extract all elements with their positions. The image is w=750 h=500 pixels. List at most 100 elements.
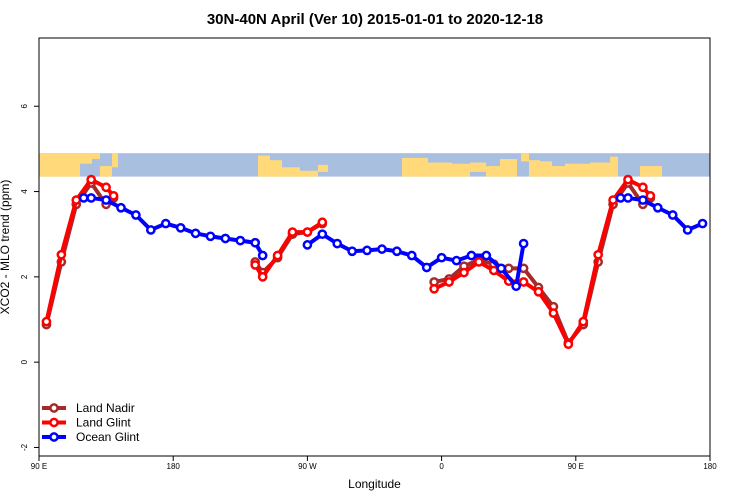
data-point (108, 190, 119, 201)
data-point (615, 193, 626, 203)
data-point (160, 218, 171, 229)
data-point (145, 225, 156, 235)
map-land (402, 157, 428, 177)
map-land (300, 170, 318, 177)
data-point (362, 245, 372, 256)
data-point (392, 246, 402, 257)
map-land (270, 160, 282, 177)
data-point (593, 249, 604, 260)
x-tick-label: 180 (703, 462, 717, 471)
data-point (436, 252, 447, 263)
map-land (100, 166, 112, 177)
legend-label: Land Nadir (76, 401, 135, 415)
series-land-nadir (41, 178, 656, 348)
y-tick-label: -2 (20, 443, 29, 451)
data-point (548, 308, 559, 318)
data-point (302, 227, 313, 237)
series-ocean-glint (78, 193, 708, 292)
data-point (257, 250, 268, 261)
map-land (258, 155, 270, 177)
x-tick-label: 90 E (31, 462, 47, 471)
data-point (332, 238, 343, 249)
legend-label: Ocean Glint (76, 430, 140, 444)
data-point (116, 202, 126, 213)
chart-title: 30N-40N April (Ver 10) 2015-01-01 to 202… (207, 11, 543, 28)
data-point (645, 190, 656, 201)
legend-marker (49, 432, 59, 442)
legend-marker (49, 403, 59, 413)
legend-label: Land Glint (76, 416, 131, 430)
data-point (682, 225, 693, 235)
data-point (481, 250, 492, 261)
plot-frame (38, 37, 711, 457)
data-point (41, 316, 52, 327)
map-land (640, 166, 662, 177)
map-land (540, 161, 552, 177)
series-line (433, 177, 652, 347)
x-tick-label: 90 E (568, 462, 584, 471)
data-point (563, 339, 574, 350)
data-point (503, 263, 514, 274)
y-axis-label: XCO2 - MLO trend (ppm) (0, 180, 12, 315)
data-point (190, 228, 201, 239)
y-tick-label: 0 (20, 359, 29, 364)
x-tick-label: 0 (439, 462, 444, 471)
data-point (667, 210, 678, 220)
map-land (500, 159, 517, 177)
data-point (488, 265, 499, 276)
y-axis: -2 0 2 4 6 (20, 103, 39, 451)
data-point (429, 283, 439, 294)
data-point (86, 174, 97, 185)
data-point (131, 210, 141, 220)
data-point (250, 237, 261, 248)
x-axis: 90 E 180 90 W 0 90 E 180 (31, 456, 717, 471)
data-point (287, 227, 298, 237)
data-point (511, 281, 522, 292)
y-tick-label: 6 (20, 103, 29, 108)
data-point (56, 249, 67, 260)
series-line (306, 232, 526, 289)
x-tick-label: 90 W (298, 462, 317, 471)
data-point (235, 235, 246, 246)
x-tick-label: 180 (167, 462, 181, 471)
data-point (608, 195, 618, 205)
map-land (552, 166, 565, 177)
map-land (428, 162, 452, 177)
data-point (623, 193, 633, 203)
series-land-glint (41, 174, 656, 350)
data-point (623, 174, 633, 185)
data-point (444, 277, 454, 287)
data-point (697, 218, 708, 229)
data-point (205, 231, 216, 242)
map-land (521, 153, 529, 162)
data-point (175, 222, 186, 233)
map-land (529, 160, 540, 177)
data-point (71, 195, 82, 205)
data-point (302, 240, 313, 250)
y-tick-label: 4 (20, 189, 29, 194)
legend-marker (49, 417, 59, 428)
data-point (466, 250, 477, 261)
data-point (317, 229, 328, 240)
map-land (80, 153, 92, 164)
data-point (220, 233, 231, 244)
series-line (83, 195, 265, 257)
data-point (518, 277, 529, 287)
data-point (78, 193, 89, 203)
data-point (101, 195, 111, 205)
data-point (518, 238, 529, 249)
map-land (565, 163, 590, 177)
series-layer (41, 174, 708, 350)
map-land (470, 162, 486, 172)
data-point (638, 195, 648, 205)
data-point (406, 250, 417, 261)
map-land (39, 153, 80, 177)
data-point (474, 257, 484, 267)
map-land (92, 153, 100, 160)
x-axis-label: Longitude (348, 477, 401, 491)
data-point (250, 260, 261, 270)
map-land (282, 167, 300, 177)
data-point (578, 316, 589, 327)
